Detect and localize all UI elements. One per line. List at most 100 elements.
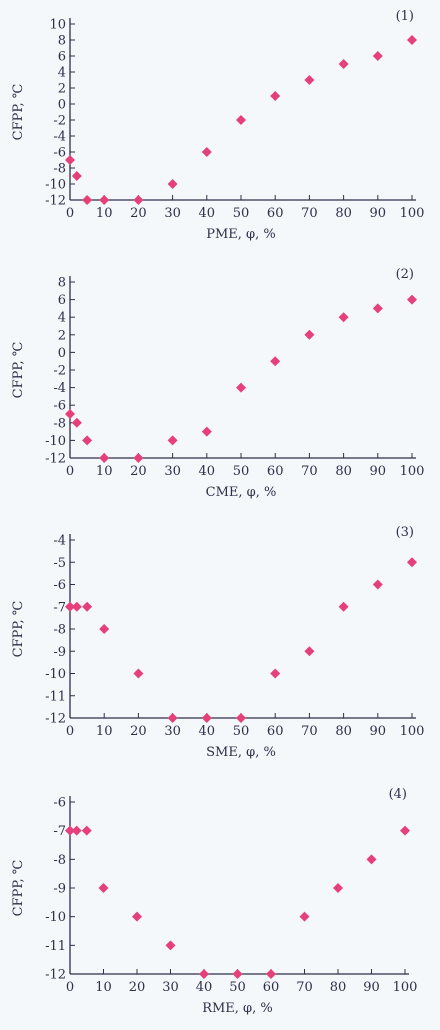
- x-axis-label: RME, φ, %: [202, 1001, 273, 1016]
- y-tick-label: -12: [45, 968, 66, 983]
- y-tick-label: -4: [53, 381, 66, 396]
- data-point: [232, 969, 243, 979]
- x-tick-label: 80: [335, 724, 352, 739]
- y-axis-label: CFPP, ℃: [11, 342, 26, 399]
- data-point: [99, 453, 110, 463]
- data-point: [82, 435, 93, 446]
- x-tick-label: 40: [199, 464, 216, 479]
- x-tick-label: 0: [66, 464, 74, 479]
- data-point: [236, 713, 246, 723]
- y-tick-label: -4: [53, 534, 66, 549]
- y-tick-label: 8: [58, 34, 66, 49]
- x-tick-label: 30: [162, 980, 179, 995]
- y-tick-label: -2: [53, 114, 66, 129]
- x-tick-label: 60: [267, 724, 284, 739]
- x-tick-label: 40: [196, 980, 213, 995]
- x-tick-label: 80: [335, 206, 352, 221]
- data-point: [407, 557, 417, 568]
- data-point: [167, 179, 178, 189]
- data-point: [132, 911, 142, 922]
- y-tick-label: -8: [53, 416, 66, 431]
- y-axis-label: CFPP, ℃: [11, 601, 26, 658]
- x-tick-label: 30: [164, 464, 181, 479]
- data-point: [338, 601, 349, 612]
- data-point: [133, 453, 144, 463]
- x-tick-label: 60: [267, 206, 284, 221]
- data-point: [372, 51, 383, 61]
- x-tick-label: 40: [199, 724, 216, 739]
- data-point: [299, 911, 310, 922]
- y-axis-label: CFPP, ℃: [11, 84, 26, 141]
- data-point: [81, 825, 92, 836]
- data-point: [270, 668, 281, 679]
- x-tick-label: 40: [199, 206, 216, 221]
- y-axis-label: CFPP, ℃: [11, 860, 26, 917]
- x-tick-label: 30: [164, 206, 181, 221]
- x-tick-label: 50: [229, 980, 246, 995]
- y-tick-label: -12: [45, 452, 66, 467]
- x-tick-label: 20: [130, 206, 147, 221]
- data-point: [201, 426, 212, 437]
- data-point: [71, 825, 82, 836]
- panel-tag: (1): [396, 9, 414, 24]
- x-tick-label: 100: [400, 206, 425, 221]
- y-tick-label: -11: [45, 939, 66, 954]
- y-tick-label: -12: [45, 194, 66, 209]
- x-tick-label: 100: [400, 464, 425, 479]
- y-tick-label: -9: [53, 882, 66, 897]
- x-tick-label: 90: [370, 206, 387, 221]
- data-point: [133, 195, 144, 205]
- data-point: [71, 171, 82, 181]
- data-point: [65, 409, 75, 419]
- panel-tag: (2): [396, 267, 414, 282]
- x-axis-label: PME, φ, %: [206, 227, 276, 242]
- data-point: [65, 825, 75, 836]
- y-tick-label: -7: [53, 600, 66, 615]
- data-point: [400, 825, 410, 836]
- data-point: [82, 601, 93, 612]
- data-point: [236, 115, 246, 125]
- y-tick-label: -10: [45, 178, 66, 193]
- x-tick-label: 0: [66, 980, 74, 995]
- panel-tag: (4): [389, 787, 407, 802]
- data-point: [338, 312, 349, 323]
- y-tick-label: -9: [53, 645, 66, 660]
- x-tick-label: 10: [96, 464, 113, 479]
- y-tick-label: -12: [45, 712, 66, 727]
- chart-panel-3: -12 -11 -10 -9 -8 -7 -6 -5 -4 0 10 20 30 40 50 60 70 80 90…: [11, 525, 424, 760]
- x-axis-label: CME, φ, %: [206, 485, 277, 500]
- x-tick-label: 90: [370, 724, 387, 739]
- data-point: [65, 155, 75, 165]
- x-tick-label: 50: [233, 206, 250, 221]
- data-point: [98, 883, 109, 893]
- y-tick-label: 4: [58, 66, 66, 81]
- data-point: [338, 59, 349, 69]
- data-point: [201, 147, 212, 157]
- x-tick-label: 50: [233, 464, 250, 479]
- y-tick-label: -5: [53, 556, 66, 571]
- panel-tag: (3): [396, 525, 414, 540]
- y-tick-label: 6: [58, 293, 66, 308]
- x-tick-label: 10: [96, 206, 113, 221]
- y-tick-label: -6: [53, 146, 66, 161]
- y-tick-label: -8: [53, 162, 66, 177]
- x-tick-label: 100: [393, 980, 418, 995]
- chart-panel-4: -12 -11 -10 -9 -8 -7 -6 0 10 20 30 40 50 60 70 80 90 100 R…: [11, 787, 417, 1016]
- y-tick-label: 2: [58, 82, 66, 97]
- x-tick-label: 60: [263, 980, 280, 995]
- x-tick-label: 20: [130, 724, 147, 739]
- data-point: [167, 713, 178, 723]
- data-point: [333, 883, 343, 893]
- y-tick-label: -2: [53, 364, 66, 379]
- data-point: [304, 329, 315, 340]
- data-point: [372, 579, 383, 590]
- y-tick-label: -4: [53, 130, 66, 145]
- x-tick-label: 70: [301, 206, 318, 221]
- data-point: [304, 646, 315, 657]
- y-tick-label: -10: [45, 434, 66, 449]
- data-point: [270, 91, 281, 101]
- x-tick-label: 90: [370, 464, 387, 479]
- data-point: [236, 382, 246, 393]
